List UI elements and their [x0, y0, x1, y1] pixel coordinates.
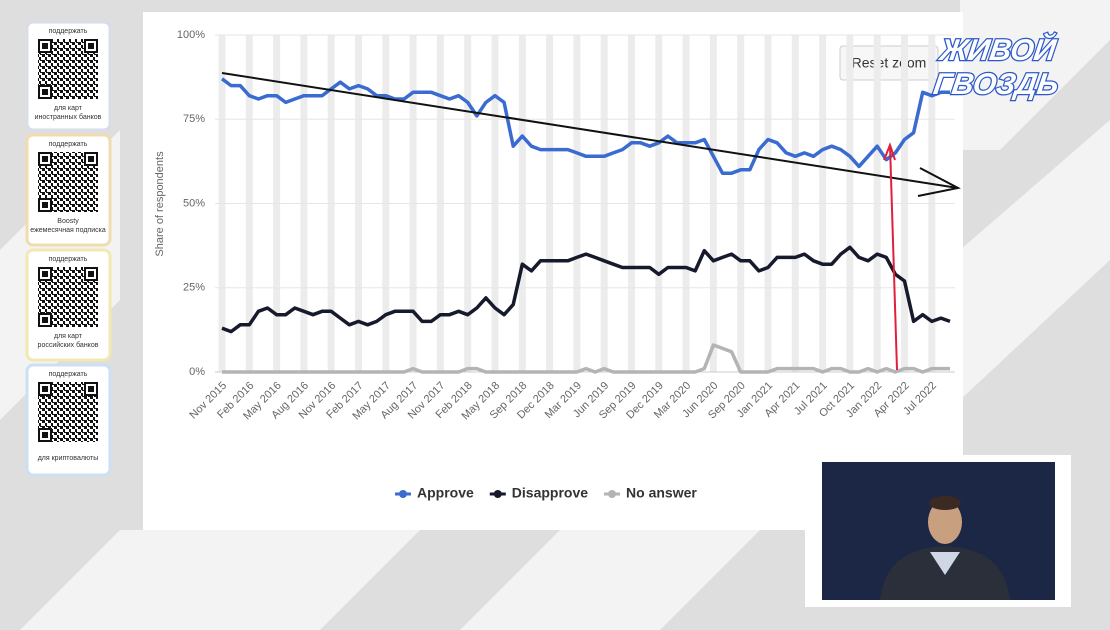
- y-tick-label: 75%: [183, 113, 205, 125]
- qr-finder: [38, 198, 52, 212]
- logo-line: ГВОЗДЬ: [931, 68, 1060, 101]
- card-title: поддержать: [49, 28, 88, 35]
- legend-item[interactable]: No answer: [604, 485, 697, 501]
- red-arrow: [883, 142, 898, 371]
- reset-zoom-box[interactable]: [839, 45, 939, 81]
- support-card: поддержать Boosty ежемесячная подписка: [25, 133, 112, 247]
- card-caption: для карт: [54, 333, 83, 340]
- y-axis-label: Share of respondents: [154, 151, 166, 257]
- legend-label: Approve: [417, 485, 474, 501]
- legend-symbol: [399, 490, 407, 498]
- series-line: [220, 77, 950, 175]
- card-caption: российских банков: [38, 341, 99, 349]
- legend-symbol: [608, 490, 617, 498]
- logo-line: ЖИВОЙ: [936, 32, 1059, 67]
- legend-item[interactable]: Approve: [395, 485, 474, 501]
- qr-finder: [38, 382, 52, 396]
- qr-finder: [84, 267, 98, 281]
- qr-finder: [84, 39, 98, 53]
- qr-finder: [38, 152, 52, 166]
- y-tick-label: 50%: [183, 197, 205, 209]
- qr-finder: [84, 152, 98, 166]
- legend-symbol: [493, 490, 502, 498]
- card-caption: иностранных банков: [35, 113, 102, 121]
- reset-zoom-label[interactable]: Reset zoom: [852, 55, 927, 71]
- series-line: [222, 343, 950, 374]
- qr-finder: [84, 382, 98, 396]
- qr-finder: [38, 39, 52, 53]
- qr-finder: [38, 313, 52, 327]
- card-caption: для криптовалюты: [38, 455, 99, 462]
- y-tick-label: 100%: [177, 29, 205, 41]
- qr-finder: [38, 85, 52, 99]
- card-caption: ежемесячная подписка: [30, 227, 106, 234]
- legend-label: Disapprove: [512, 485, 588, 501]
- legend-item[interactable]: Disapprove: [489, 485, 588, 501]
- card-title: поддержать: [49, 256, 88, 263]
- card-title: поддержать: [49, 371, 88, 378]
- card-title: поддержать: [49, 141, 88, 148]
- qr-finder: [38, 428, 52, 442]
- reset-zoom-button[interactable]: Reset zoom: [839, 45, 939, 81]
- legend-label: No answer: [626, 485, 697, 501]
- series-line: [221, 245, 951, 334]
- y-tick-label: 0%: [189, 366, 205, 378]
- y-tick-label: 25%: [183, 282, 205, 294]
- support-card: поддержать для криптовалюты: [25, 363, 112, 477]
- webcam: [805, 455, 1071, 607]
- qr-finder: [38, 267, 52, 281]
- card-caption: для карт: [54, 105, 83, 112]
- card-caption: Boosty: [57, 218, 79, 225]
- trend-annotation: [221, 72, 961, 197]
